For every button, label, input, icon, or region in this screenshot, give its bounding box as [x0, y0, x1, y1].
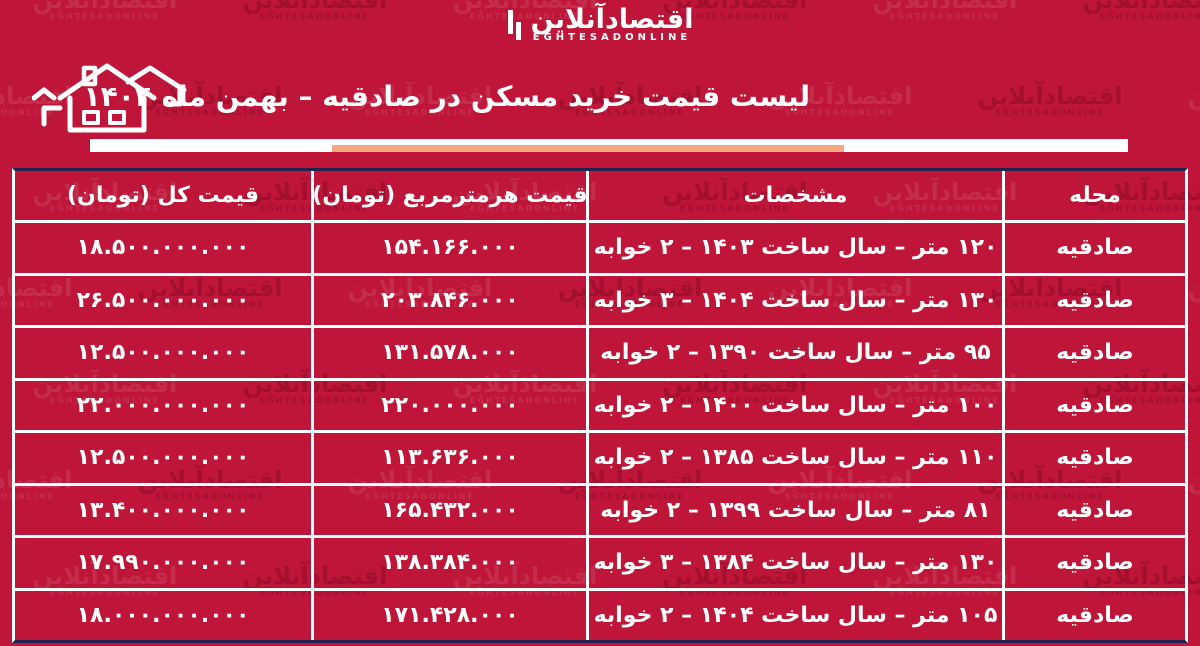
table-row: صادقیه ۱۱۰ متر – سال ساخت ۱۳۸۵ – ۲ خوابه… [15, 433, 1185, 486]
cell-total-price: ۲۲.۰۰۰.۰۰۰.۰۰۰ [76, 392, 250, 418]
cell-specs: ۱۰۰ متر – سال ساخت ۱۴۰۰ – ۲ خوابه [586, 380, 1002, 430]
cell-price-per-m2: ۱۳۸.۳۸۴.۰۰۰ [311, 538, 586, 588]
cell-neighborhood: صادقیه [1002, 328, 1185, 378]
column-header-specs: مشخصات [586, 171, 1002, 220]
cell-specs: ۸۱ متر – سال ساخت ۱۳۹۹ – ۲ خوابه [586, 485, 1002, 535]
cell-total-price: ۱۲.۵۰۰.۰۰۰.۰۰۰ [76, 340, 250, 366]
brand-name-en: EGHTESADONLINE [532, 32, 692, 44]
cell-specs: ۱۳۰ متر – سال ساخت ۱۴۰۴ – ۳ خوابه [586, 275, 1002, 325]
cell-price-per-m2: ۱۱۳.۶۳۶.۰۰۰ [311, 433, 586, 483]
cell-total-price: ۱۸.۵۰۰.۰۰۰.۰۰۰ [76, 235, 250, 261]
cell-price-per-m2: ۱۵۴.۱۶۶.۰۰۰ [311, 223, 586, 273]
house-icon [31, 60, 197, 140]
cell-total-price: ۱۸.۰۰۰.۰۰۰.۰۰۰ [76, 602, 250, 628]
table-header-row: محله مشخصات قیمت هرمترمربع (تومان) قیمت … [15, 171, 1185, 223]
table-row: صادقیه ۱۳۰ متر – سال ساخت ۱۴۰۴ – ۳ خوابه… [15, 275, 1185, 328]
cell-specs: ۱۲۰ متر – سال ساخت ۱۴۰۳ – ۲ خوابه [586, 223, 1002, 273]
table-row: صادقیه ۱۰۰ متر – سال ساخت ۱۴۰۰ – ۲ خوابه… [15, 380, 1185, 433]
cell-neighborhood: صادقیه [1002, 223, 1185, 273]
cell-neighborhood: صادقیه [1002, 485, 1185, 535]
cell-specs: ۱۱۰ متر – سال ساخت ۱۳۸۵ – ۲ خوابه [586, 433, 1002, 483]
table-row: صادقیه ۱۳۰ متر – سال ساخت ۱۳۸۴ – ۳ خوابه… [15, 538, 1185, 591]
title-underline-accent [332, 145, 844, 152]
table-row: صادقیه ۹۵ متر – سال ساخت ۱۳۹۰ – ۲ خوابه … [15, 328, 1185, 381]
cell-price-per-m2: ۲۲۰.۰۰۰.۰۰۰ [311, 380, 586, 430]
cell-price-per-m2: ۱۷۱.۴۲۸.۰۰۰ [311, 590, 586, 640]
cell-specs: ۱۰۵ متر – سال ساخت ۱۴۰۴ – ۲ خوابه [586, 590, 1002, 640]
column-header-price-per-m2: قیمت هرمترمربع (تومان) [311, 171, 586, 220]
cell-total-price: ۱۳.۴۰۰.۰۰۰.۰۰۰ [76, 497, 250, 523]
cell-total-price: ۱۷.۹۹۰.۰۰۰.۰۰۰ [76, 550, 250, 576]
cell-neighborhood: صادقیه [1002, 275, 1185, 325]
price-table: محله مشخصات قیمت هرمترمربع (تومان) قیمت … [12, 168, 1188, 643]
brand-logo: اقتصادآنلاین EGHTESADONLINE [0, 4, 1200, 44]
cell-total-price: ۲۶.۵۰۰.۰۰۰.۰۰۰ [76, 287, 250, 313]
cell-specs: ۱۳۰ متر – سال ساخت ۱۳۸۴ – ۳ خوابه [586, 538, 1002, 588]
cell-neighborhood: صادقیه [1002, 590, 1185, 640]
page-title: لیست قیمت خرید مسکن در صادقیه – بهمن ماه… [83, 80, 810, 113]
title-underline [90, 139, 1128, 152]
column-header-neighborhood: محله [1002, 171, 1185, 220]
brand-name-fa: اقتصادآنلاین [530, 4, 694, 35]
cell-neighborhood: صادقیه [1002, 538, 1185, 588]
table-row: صادقیه ۱۰۵ متر – سال ساخت ۱۴۰۴ – ۲ خوابه… [15, 590, 1185, 640]
brand-bars-icon [507, 8, 523, 42]
cell-price-per-m2: ۱۳۱.۵۷۸.۰۰۰ [311, 328, 586, 378]
table-row: صادقیه ۱۲۰ متر – سال ساخت ۱۴۰۳ – ۲ خوابه… [15, 223, 1185, 276]
cell-total-price: ۱۲.۵۰۰.۰۰۰.۰۰۰ [76, 445, 250, 471]
cell-neighborhood: صادقیه [1002, 433, 1185, 483]
column-header-total-price: قیمت کل (تومان) [67, 183, 259, 208]
cell-specs: ۹۵ متر – سال ساخت ۱۳۹۰ – ۲ خوابه [586, 328, 1002, 378]
table-row: صادقیه ۸۱ متر – سال ساخت ۱۳۹۹ – ۲ خوابه … [15, 485, 1185, 538]
cell-neighborhood: صادقیه [1002, 380, 1185, 430]
cell-price-per-m2: ۱۶۵.۴۳۲.۰۰۰ [311, 485, 586, 535]
cell-price-per-m2: ۲۰۳.۸۴۶.۰۰۰ [311, 275, 586, 325]
